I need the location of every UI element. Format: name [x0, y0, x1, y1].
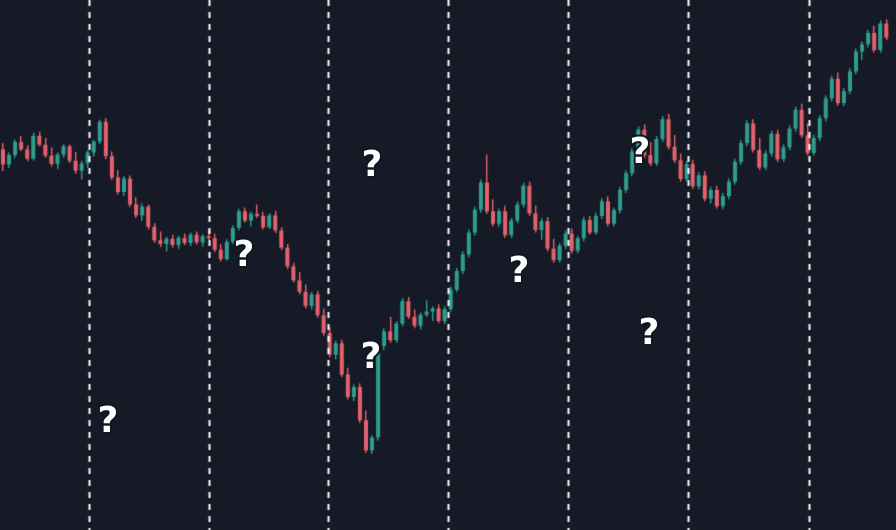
- candlestick-plot-canvas[interactable]: [0, 0, 896, 530]
- candlestick-chart-root: ???????: [0, 0, 896, 530]
